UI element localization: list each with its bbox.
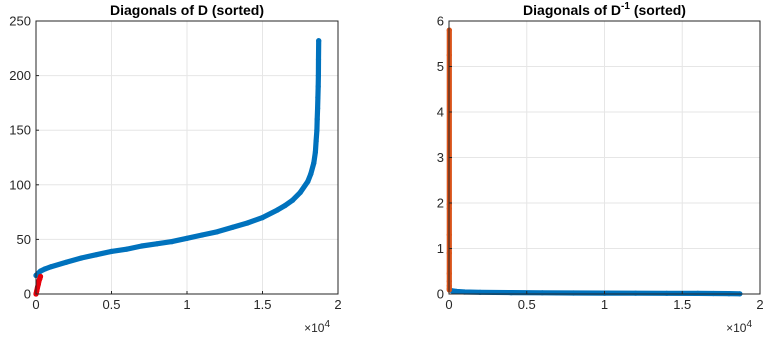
data-point [282,202,288,209]
y-tick-label: 6 [437,14,444,29]
y-tick-label: 150 [9,123,31,138]
data-point [312,149,318,155]
x-tick-label: 2 [756,297,763,312]
data-point [315,105,321,111]
y-tick-label: 250 [9,14,31,29]
data-point [199,232,205,238]
data-point [93,252,99,258]
data-point [78,255,84,261]
x-tick-label: 0.5 [518,297,536,312]
chart-panel-2: 0 0.5 1 1.5 2 0 1 2 3 4 5 6 ×104 Diagonals of D-1 (so… [437,1,763,335]
x-tick-label: 1.5 [673,297,691,312]
y-tick-label: 200 [9,68,31,83]
y-tick-label: 0 [24,287,31,302]
y-tick-label: 5 [437,59,444,74]
x-tick-label: 1.5 [253,297,271,312]
data-point [184,235,190,241]
data-point [229,224,235,230]
data-point [316,38,322,44]
data-point [297,189,303,195]
data-point [570,290,577,296]
data-point [214,229,220,235]
y-tick-label: 4 [437,105,444,120]
data-point [37,273,44,280]
data-point [315,56,322,62]
data-point [139,243,145,249]
x-tick-label: 0.5 [102,297,120,312]
x-tick-label: 0 [32,297,39,312]
x-exponent-label: ×104 [304,319,330,335]
data-point [290,197,296,203]
data-point [42,266,48,272]
x-tick-label: 1 [601,297,608,312]
data-point [664,290,670,296]
y-tick-label: 3 [437,150,444,165]
data-point [633,290,639,296]
chart-panel-1: 0 0.5 1 1.5 2 0 50 100 150 200 250 ×104 Diagonals of… [9,2,341,335]
x-exponent-label: ×104 [726,319,752,335]
data-point [48,264,54,270]
data-point [154,241,160,247]
data-point [37,268,44,274]
y-tick-label: 1 [437,241,444,256]
series-1 [449,288,743,297]
data-point [315,94,321,100]
data-point [695,290,701,296]
data-point [311,160,317,166]
data-point [454,288,460,295]
x-tick-label: 2 [334,297,341,312]
data-point [308,171,314,177]
data-point [63,259,69,265]
data-point [275,207,281,213]
chart-title: Diagonals of D (sorted) [110,2,264,18]
data-point [315,83,321,90]
data-point [314,116,320,122]
data-point [462,289,468,295]
x-tick-label: 1 [183,297,190,312]
y-tick-label: 0 [437,287,444,302]
data-point [539,290,545,296]
y-tick-label: 50 [17,232,31,247]
x-tick-label: 0 [445,297,452,312]
y-tick-label: 100 [9,177,31,192]
chart-title: Diagonals of D-1 (sorted) [523,1,686,18]
y-tick-label: 2 [437,196,444,211]
series-1 [33,38,322,278]
data-point [313,138,319,144]
data-point [259,215,266,221]
data-point [315,73,321,79]
data-point [124,246,130,252]
data-point [314,127,320,133]
data-point [305,178,311,185]
data-point [244,220,250,226]
data-point [169,239,175,245]
data-point [108,248,115,254]
